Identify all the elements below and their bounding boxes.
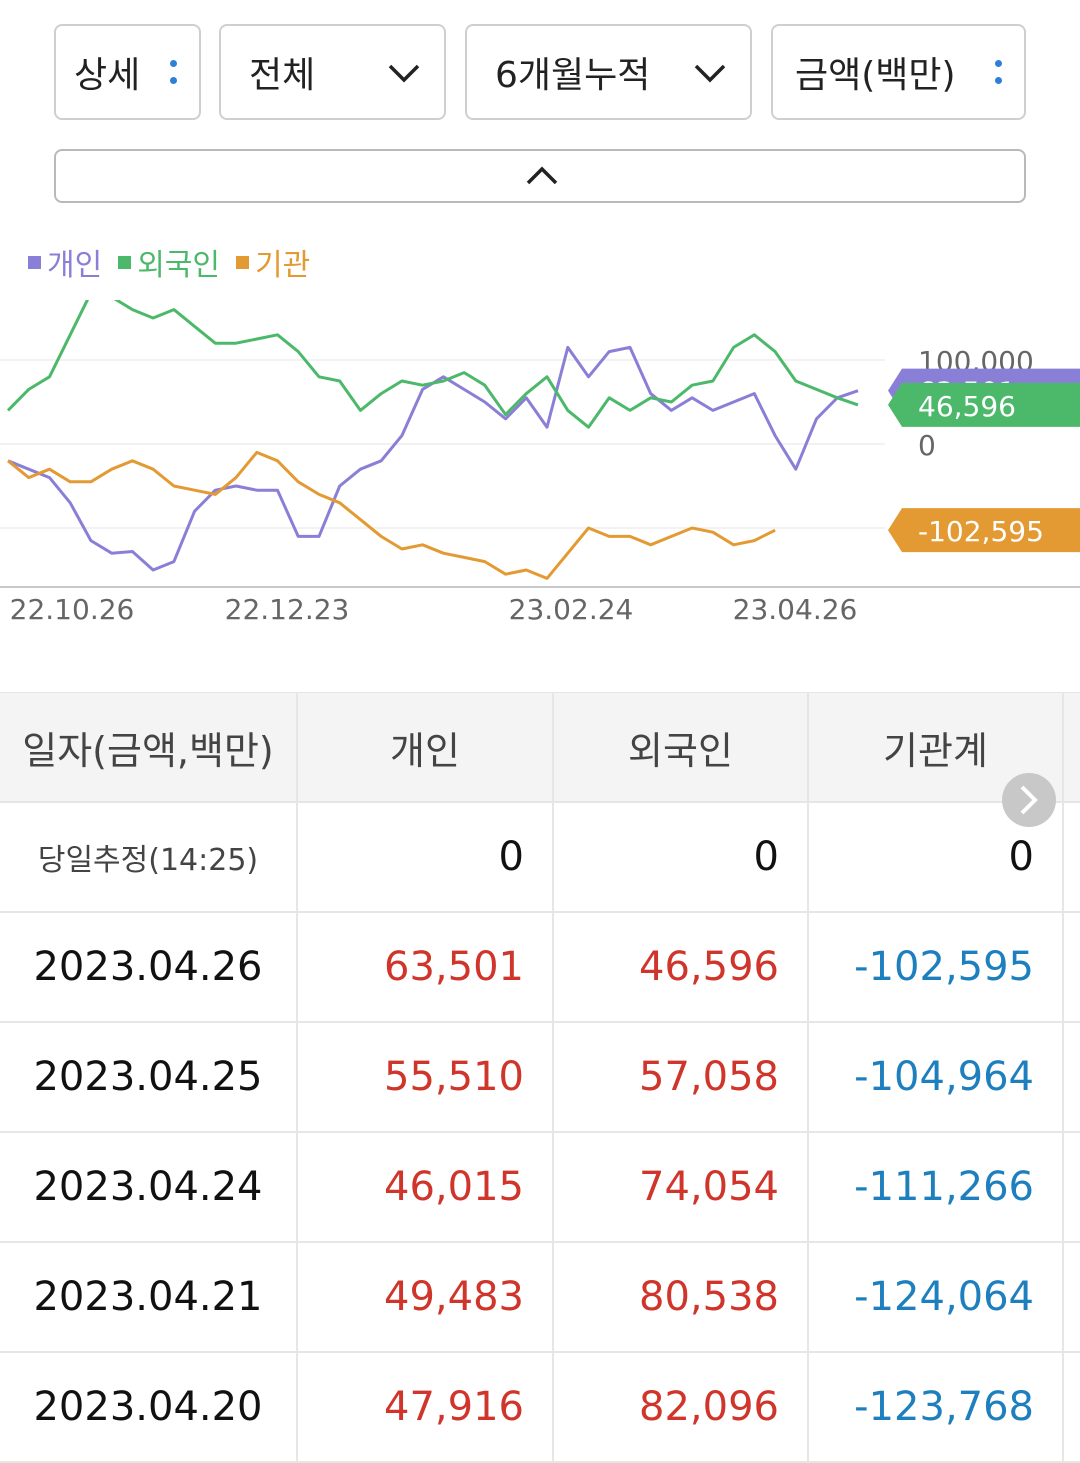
legend-item-individual: 개인 xyxy=(28,240,102,284)
row-date: 2023.04.21 xyxy=(0,1243,298,1351)
chevron-right-icon xyxy=(1020,785,1038,815)
row-institution: -123,768 xyxy=(809,1353,1064,1461)
unit-select[interactable]: 금액(백만) xyxy=(771,24,1026,120)
table-row: 2023.04.20 47,916 82,096 -123,768 xyxy=(0,1353,1080,1463)
row-individual: 49,483 xyxy=(298,1243,554,1351)
scope-select-label: 전체 xyxy=(249,55,316,96)
flow-table: 일자(금액,백만) 개인 외국인 기관계 당일추정(14:25) 0 0 0 2… xyxy=(0,692,1080,1463)
chevron-down-icon xyxy=(388,64,420,83)
series-line-기관 xyxy=(7,450,776,580)
header-foreign: 외국인 xyxy=(554,693,809,801)
value-badge-외국인: 46,596 xyxy=(888,382,1080,427)
row-foreign: 80,538 xyxy=(554,1243,809,1351)
row-date: 2023.04.20 xyxy=(0,1353,298,1461)
estimate-foreign: 0 xyxy=(554,803,809,911)
row-institution: -124,064 xyxy=(809,1243,1064,1351)
legend-item-foreign: 외국인 xyxy=(118,240,220,284)
x-tick-label: 22.10.26 xyxy=(10,593,135,626)
legend-label: 개인 xyxy=(47,248,103,283)
estimate-row: 당일추정(14:25) 0 0 0 xyxy=(0,803,1080,913)
x-tick-label: 23.02.24 xyxy=(509,593,634,626)
detail-select[interactable]: 상세 xyxy=(54,24,201,120)
legend-swatch xyxy=(118,255,132,269)
row-foreign: 82,096 xyxy=(554,1353,809,1461)
header-date: 일자(금액,백만) xyxy=(0,693,298,801)
row-date: 2023.04.24 xyxy=(0,1133,298,1241)
legend-swatch xyxy=(236,255,250,269)
value-badge-기관: -102,595 xyxy=(888,508,1080,553)
row-institution: -104,964 xyxy=(809,1023,1064,1131)
chevron-down-icon xyxy=(694,64,726,83)
legend-label: 외국인 xyxy=(137,248,221,283)
table-row: 2023.04.21 49,483 80,538 -124,064 xyxy=(0,1243,1080,1353)
table-row: 2023.04.25 55,510 57,058 -104,964 xyxy=(0,1023,1080,1133)
series-line-개인 xyxy=(7,345,859,572)
more-vertical-icon xyxy=(995,50,1003,94)
y-tick-label: 0 xyxy=(918,429,936,462)
row-date: 2023.04.25 xyxy=(0,1023,298,1131)
scope-select[interactable]: 전체 xyxy=(219,24,446,120)
legend-swatch xyxy=(28,255,41,269)
value-badge-label: -102,595 xyxy=(918,515,1044,548)
estimate-individual: 0 xyxy=(298,803,554,911)
row-individual: 46,015 xyxy=(298,1133,554,1241)
unit-select-label: 금액(백만) xyxy=(795,55,956,96)
chart-legend: 개인 외국인 기관 xyxy=(28,240,310,284)
collapse-chart-button[interactable] xyxy=(54,149,1026,203)
detail-select-label: 상세 xyxy=(74,55,141,96)
scroll-right-button[interactable] xyxy=(1002,773,1056,827)
header-institution: 기관계 xyxy=(809,693,1064,801)
estimate-institution: 0 xyxy=(809,803,1064,911)
row-foreign: 46,596 xyxy=(554,913,809,1021)
estimate-label: 당일추정(14:25) xyxy=(0,803,298,911)
more-vertical-icon xyxy=(170,50,178,94)
period-select[interactable]: 6개월누적 xyxy=(465,24,752,120)
row-foreign: 57,058 xyxy=(554,1023,809,1131)
row-foreign: 74,054 xyxy=(554,1133,809,1241)
x-tick-label: 22.12.23 xyxy=(225,593,350,626)
row-institution: -102,595 xyxy=(809,913,1064,1021)
series-line-외국인 xyxy=(6,300,859,429)
row-institution: -111,266 xyxy=(809,1133,1064,1241)
x-tick-label: 23.04.26 xyxy=(733,593,858,626)
row-date: 2023.04.26 xyxy=(0,913,298,1021)
row-individual: 63,501 xyxy=(298,913,554,1021)
header-individual: 개인 xyxy=(298,693,554,801)
legend-label: 기관 xyxy=(255,248,311,283)
table-row: 2023.04.24 46,015 74,054 -111,266 xyxy=(0,1133,1080,1243)
row-individual: 47,916 xyxy=(298,1353,554,1461)
chevron-up-icon xyxy=(526,166,558,185)
row-individual: 55,510 xyxy=(298,1023,554,1131)
legend-item-institution: 기관 xyxy=(236,240,310,284)
table-header: 일자(금액,백만) 개인 외국인 기관계 xyxy=(0,692,1080,803)
value-badge-label: 46,596 xyxy=(918,390,1016,423)
period-select-label: 6개월누적 xyxy=(495,55,651,96)
table-row: 2023.04.26 63,501 46,596 -102,595 xyxy=(0,913,1080,1023)
